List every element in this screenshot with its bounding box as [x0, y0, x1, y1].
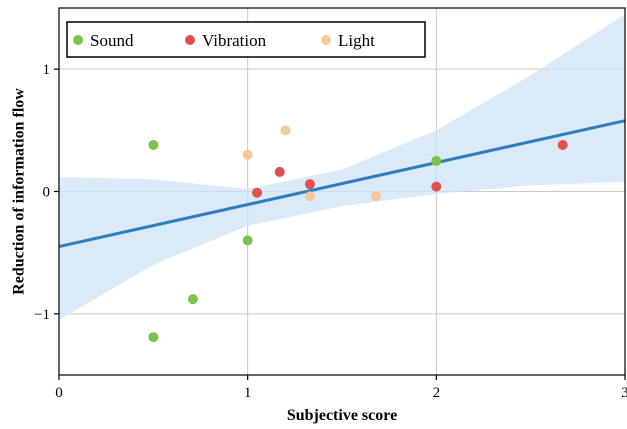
point-sound: [242, 235, 253, 246]
x-axis-title: Subjective score: [287, 407, 397, 424]
axis-ticks: 0 1 2 3 −1 0 1: [34, 62, 627, 401]
x-tick-label: 0: [55, 385, 63, 401]
point-vibration: [274, 166, 285, 177]
y-axis-title: Reduction of information flow: [11, 88, 28, 295]
regression-line-group: [58, 119, 626, 249]
legend-label-vibration: Vibration: [202, 31, 267, 50]
confidence-band-area: [59, 14, 625, 320]
y-tick-label: −1: [34, 307, 50, 323]
point-vibration: [304, 179, 315, 190]
confidence-band: [59, 14, 625, 320]
data-points: [148, 125, 568, 343]
y-tick-label: 1: [43, 62, 51, 78]
x-tick-label: 2: [433, 385, 441, 401]
x-tick-label: 3: [621, 385, 627, 401]
legend-label-light: Light: [338, 31, 375, 50]
point-sound: [431, 155, 442, 166]
legend-marker-light: [321, 35, 331, 45]
legend: Sound Vibration Light: [66, 21, 426, 58]
point-vibration: [557, 140, 568, 151]
point-vibration: [431, 181, 442, 192]
legend-label-sound: Sound: [90, 31, 134, 50]
point-sound: [148, 332, 159, 343]
point-sound: [148, 140, 159, 151]
legend-marker-vibration: [185, 35, 195, 45]
point-light: [242, 149, 253, 160]
point-light: [280, 125, 291, 136]
point-light: [304, 191, 315, 202]
legend-box: [66, 21, 426, 58]
regression-line: [58, 119, 626, 249]
y-tick-label: 0: [43, 185, 51, 201]
point-vibration: [252, 187, 263, 198]
point-sound: [187, 294, 198, 305]
x-tick-label: 1: [244, 385, 252, 401]
legend-marker-sound: [73, 35, 83, 45]
point-light: [370, 191, 381, 202]
